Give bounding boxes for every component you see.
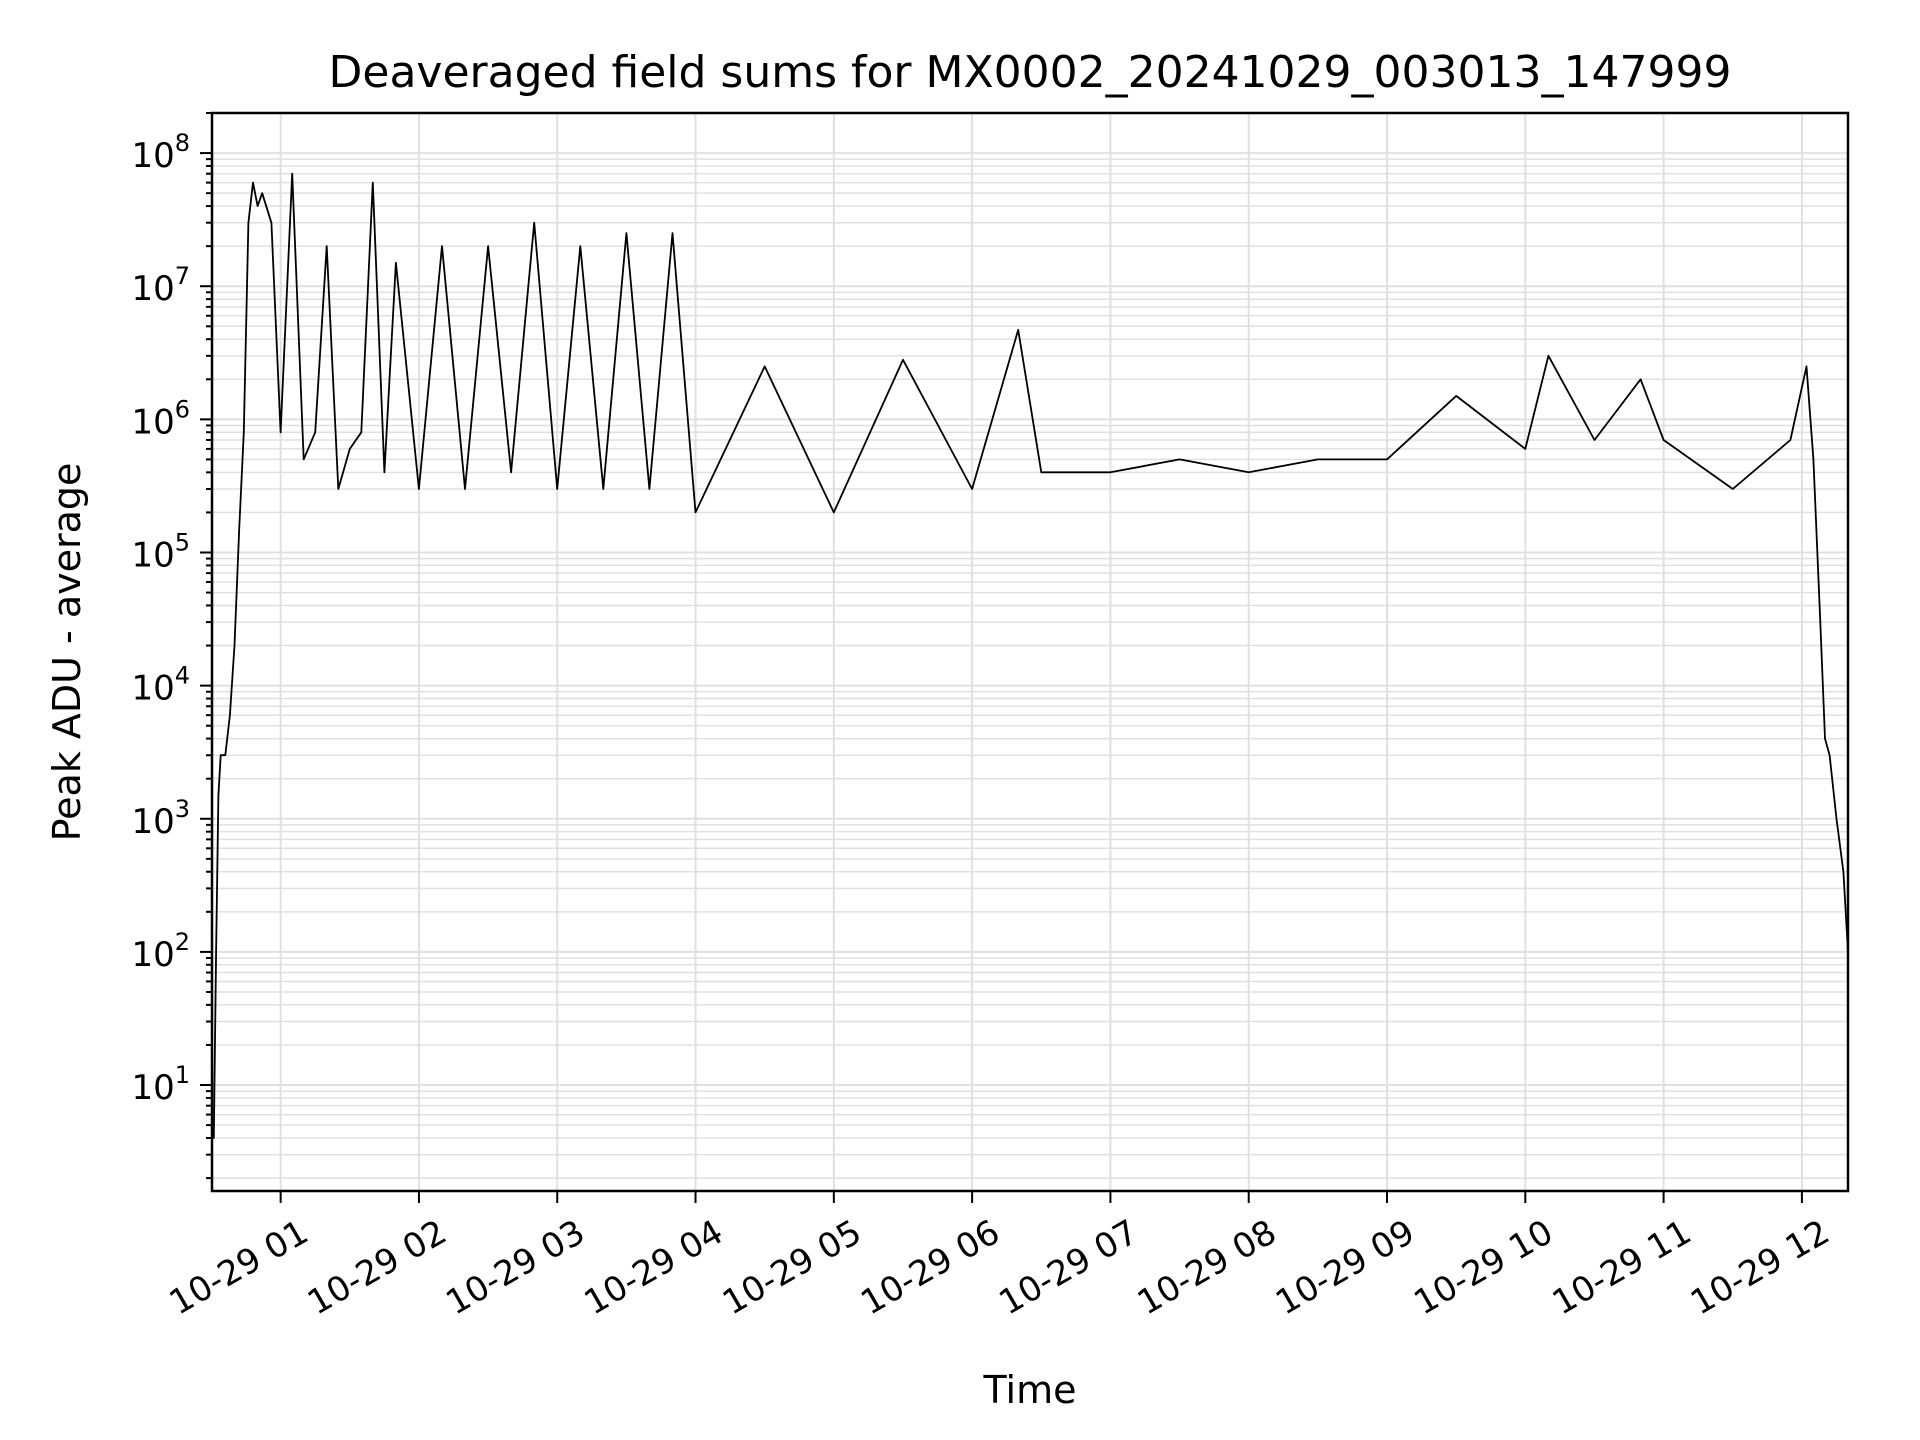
x-axis-label: Time xyxy=(983,1368,1077,1412)
y-tick-base: 10 xyxy=(131,802,174,842)
x-tick-label: 10-29 07 xyxy=(993,1212,1145,1323)
y-tick-base: 10 xyxy=(131,935,174,975)
y-tick-exponent: 6 xyxy=(175,395,190,423)
y-tick-label: 101 xyxy=(131,1061,190,1108)
series-line xyxy=(212,172,1848,1139)
y-tick-base: 10 xyxy=(131,669,174,709)
x-tick-label: 10-29 12 xyxy=(1684,1212,1836,1323)
x-tick-label: 10-29 06 xyxy=(854,1212,1006,1323)
y-tick-exponent: 3 xyxy=(175,795,190,823)
y-tick-label: 102 xyxy=(131,928,190,975)
y-tick-label: 105 xyxy=(131,528,190,575)
x-tick-label: 10-29 09 xyxy=(1269,1212,1421,1323)
x-tick-label: 10-29 02 xyxy=(301,1212,453,1323)
y-tick-base: 10 xyxy=(131,1068,174,1108)
y-axis-label: Peak ADU - average xyxy=(45,463,89,842)
grid xyxy=(212,112,1848,1191)
x-tick-label: 10-29 03 xyxy=(439,1212,591,1323)
y-tick-label: 107 xyxy=(131,262,190,309)
y-tick-label: 104 xyxy=(131,662,190,709)
y-tick-exponent: 5 xyxy=(175,528,190,556)
y-tick-base: 10 xyxy=(131,402,174,442)
series-layer xyxy=(212,172,1848,1139)
y-tick-exponent: 4 xyxy=(175,662,190,690)
y-tick-label: 103 xyxy=(131,795,190,842)
y-tick-exponent: 1 xyxy=(175,1061,190,1089)
y-tick-exponent: 2 xyxy=(175,928,190,956)
y-tick-exponent: 7 xyxy=(175,262,190,290)
chart-title: Deaveraged field sums for MX0002_2024102… xyxy=(329,47,1732,98)
plot-area-frame xyxy=(210,111,1850,1193)
x-tick-label: 10-29 01 xyxy=(163,1212,315,1323)
x-tick-label: 10-29 08 xyxy=(1131,1212,1283,1323)
y-tick-label: 108 xyxy=(131,129,190,176)
y-tick-label: 106 xyxy=(131,395,190,442)
y-tick-base: 10 xyxy=(131,136,174,176)
x-tick-label: 10-29 04 xyxy=(578,1212,730,1323)
y-tick-base: 10 xyxy=(131,535,174,575)
y-tick-base: 10 xyxy=(131,269,174,309)
x-tick-label: 10-29 11 xyxy=(1546,1212,1698,1323)
x-tick-label: 10-29 05 xyxy=(716,1212,868,1323)
x-tick-label: 10-29 10 xyxy=(1407,1212,1559,1323)
y-tick-exponent: 8 xyxy=(175,129,190,157)
